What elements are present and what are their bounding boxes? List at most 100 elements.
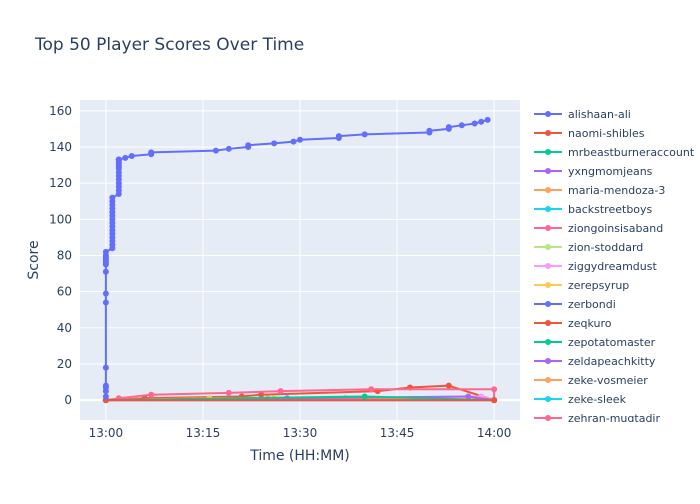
- legend-item[interactable]: ziggydreamdust: [534, 260, 657, 273]
- y-tick-label: 120: [49, 176, 72, 190]
- data-point: [290, 138, 297, 145]
- data-point: [445, 124, 452, 131]
- data-point: [491, 397, 498, 404]
- data-point: [102, 364, 109, 371]
- legend-item[interactable]: zeldapeachkitty: [534, 355, 656, 368]
- series-line: [105, 384, 495, 402]
- legend-swatch-marker: [545, 168, 551, 174]
- legend-swatch-marker: [545, 396, 551, 402]
- legend-item[interactable]: zeke-vosmeier: [534, 374, 648, 387]
- legend-item[interactable]: zepotatomaster: [534, 336, 656, 349]
- legend-item[interactable]: alishaan-ali: [534, 108, 631, 121]
- y-tick-label: 80: [57, 248, 72, 262]
- x-tick-label: 13:00: [89, 426, 124, 440]
- legend-item[interactable]: zeqkuro: [534, 317, 612, 330]
- x-axis-title: Time (HH:MM): [249, 448, 350, 464]
- legend-item[interactable]: mrbeastburneraccount: [534, 146, 695, 159]
- legend-label: naomi-shibles: [568, 127, 645, 140]
- legend-swatch-marker: [545, 339, 551, 345]
- legend-swatch-marker: [545, 358, 551, 364]
- data-point: [212, 147, 219, 154]
- data-point: [102, 248, 109, 255]
- legend-swatch-marker: [545, 320, 551, 326]
- legend-swatch-marker: [545, 415, 551, 421]
- legend-item[interactable]: naomi-shibles: [534, 127, 645, 140]
- legend-item[interactable]: yxngmomjeans: [534, 165, 653, 178]
- data-point: [115, 156, 122, 163]
- legend-label: zeldapeachkitty: [568, 355, 656, 368]
- legend-item[interactable]: maria-mendoza-3: [534, 184, 665, 197]
- legend-item[interactable]: zerbondi: [534, 298, 616, 311]
- data-point: [102, 382, 109, 389]
- legend-label: zeqkuro: [568, 317, 612, 330]
- y-tick-label: 160: [49, 104, 72, 118]
- data-point: [109, 194, 116, 201]
- data-point: [368, 386, 375, 393]
- data-point: [361, 393, 368, 400]
- data-point: [465, 393, 472, 400]
- data-point: [148, 149, 155, 156]
- legend-label: zerbondi: [568, 298, 616, 311]
- legend-swatch-marker: [545, 244, 551, 250]
- series-line: [105, 388, 496, 402]
- legend-swatch-marker: [545, 263, 551, 269]
- legend-label: zepotatomaster: [568, 336, 656, 349]
- data-point: [277, 388, 284, 395]
- data-point: [335, 133, 342, 140]
- series-alishaan-ali: [102, 116, 491, 400]
- legend-item[interactable]: zerepsyrup: [534, 279, 629, 292]
- data-point: [122, 154, 129, 161]
- legend-swatch-marker: [545, 206, 551, 212]
- legend-item[interactable]: backstreetboys: [534, 203, 653, 216]
- x-tick-label: 13:30: [283, 426, 318, 440]
- legend[interactable]: alishaan-ali naomi-shibles mrbeastburnerac…: [534, 108, 695, 425]
- legend-swatch-marker: [545, 282, 551, 288]
- legend-swatch-marker: [545, 225, 551, 231]
- legend-swatch-marker: [545, 130, 551, 136]
- data-point: [471, 120, 478, 127]
- legend-swatch-marker: [545, 377, 551, 383]
- legend-label: maria-mendoza-3: [568, 184, 665, 197]
- y-axis-title: Score: [26, 240, 42, 279]
- legend-label: zeke-sleek: [568, 393, 627, 406]
- data-point: [128, 153, 135, 160]
- legend-label: ziongoinsisaband: [568, 222, 663, 235]
- data-point: [426, 127, 433, 134]
- data-point: [271, 140, 278, 147]
- data-point: [102, 290, 109, 297]
- legend-swatch-marker: [545, 111, 551, 117]
- y-tick-label: 0: [64, 393, 72, 407]
- data-point: [102, 268, 109, 275]
- data-point: [148, 391, 155, 398]
- legend-item[interactable]: zeke-sleek: [534, 393, 627, 406]
- data-point: [491, 386, 498, 393]
- legend-item[interactable]: zion-stoddard: [534, 241, 643, 254]
- x-tick-label: 13:15: [186, 426, 221, 440]
- legend-swatch-marker: [545, 187, 551, 193]
- legend-item[interactable]: zehran-muqtadir: [534, 412, 660, 425]
- data-point: [361, 131, 368, 138]
- y-tick-label: 40: [57, 321, 72, 335]
- y-tick-label: 20: [57, 357, 72, 371]
- legend-item[interactable]: ziongoinsisaband: [534, 222, 663, 235]
- legend-items: alishaan-ali naomi-shibles mrbeastburnerac…: [534, 108, 695, 425]
- legend-label: backstreetboys: [568, 203, 653, 216]
- legend-label: yxngmomjeans: [568, 165, 653, 178]
- data-point: [445, 382, 452, 389]
- legend-swatch-marker: [545, 301, 551, 307]
- legend-label: mrbeastburneraccount: [568, 146, 695, 159]
- legend-swatch-marker: [545, 149, 551, 155]
- legend-label: alishaan-ali: [568, 108, 631, 121]
- x-tick-label: 14:00: [477, 426, 512, 440]
- legend-label: zion-stoddard: [568, 241, 643, 254]
- data-point: [297, 136, 303, 143]
- data-point: [478, 118, 485, 125]
- data-point: [225, 389, 232, 396]
- data-point: [245, 142, 252, 149]
- chart-title: Top 50 Player Scores Over Time: [34, 35, 304, 55]
- legend-label: zerepsyrup: [568, 279, 629, 292]
- y-tick-label: 60: [57, 285, 72, 299]
- data-point: [102, 299, 109, 306]
